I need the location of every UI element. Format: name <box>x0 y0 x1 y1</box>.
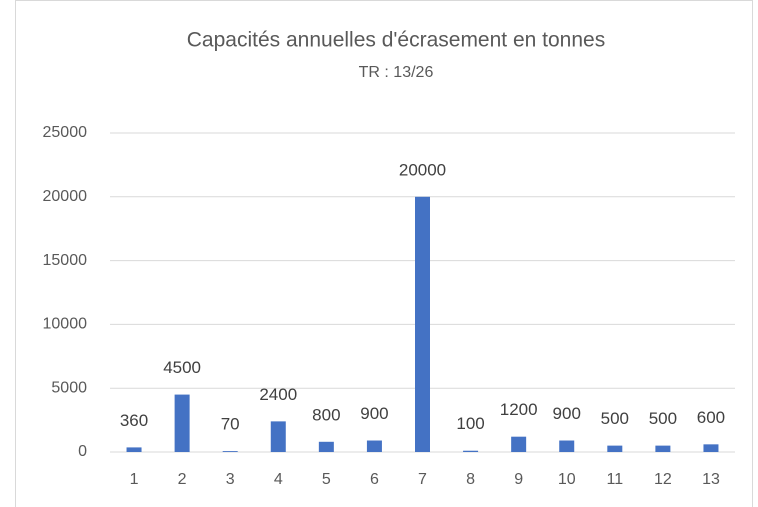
x-tick-label: 9 <box>514 471 523 488</box>
y-tick-label: 15000 <box>43 252 88 269</box>
data-label: 20000 <box>399 160 446 179</box>
x-tick-label: 6 <box>370 471 379 488</box>
bar <box>270 421 286 452</box>
bar <box>463 450 479 452</box>
data-label: 4500 <box>163 358 201 377</box>
y-tick-label: 0 <box>78 443 87 460</box>
y-tick-label: 10000 <box>43 316 88 333</box>
y-tick-label: 20000 <box>43 188 88 205</box>
bar <box>174 394 190 452</box>
x-tick-label: 1 <box>130 471 139 488</box>
data-label: 2400 <box>259 385 297 404</box>
x-tick-label: 8 <box>466 471 475 488</box>
x-tick-label: 4 <box>274 471 283 488</box>
bar <box>415 196 430 452</box>
bar <box>318 441 334 452</box>
chart-subtitle: TR : 13/26 <box>359 64 434 81</box>
data-label: 900 <box>360 404 388 423</box>
bar <box>655 445 671 452</box>
chart-title: Capacités annuelles d'écrasement en tonn… <box>187 29 605 52</box>
data-label: 70 <box>221 415 240 434</box>
data-label: 600 <box>697 408 725 427</box>
bar <box>703 444 719 452</box>
data-label: 800 <box>312 405 340 424</box>
data-label: 900 <box>553 404 581 423</box>
bar <box>222 451 238 452</box>
bar <box>559 440 575 452</box>
x-tick-label: 2 <box>178 471 187 488</box>
data-label: 500 <box>649 409 677 428</box>
data-label: 1200 <box>500 400 538 419</box>
data-label: 360 <box>120 411 148 430</box>
chart-frame <box>15 0 753 507</box>
y-tick-label: 25000 <box>43 124 88 141</box>
bar <box>366 440 382 452</box>
x-tick-label: 13 <box>702 471 720 488</box>
y-tick-label: 5000 <box>51 379 87 396</box>
bar <box>607 445 623 452</box>
x-tick-label: 10 <box>558 471 576 488</box>
data-label: 100 <box>456 414 484 433</box>
x-tick-label: 5 <box>322 471 331 488</box>
x-tick-label: 7 <box>418 471 427 488</box>
bar <box>511 436 527 452</box>
x-tick-label: 3 <box>226 471 235 488</box>
data-label: 500 <box>601 409 629 428</box>
x-tick-label: 12 <box>654 471 672 488</box>
x-tick-label: 11 <box>607 471 624 488</box>
bar <box>126 447 142 452</box>
